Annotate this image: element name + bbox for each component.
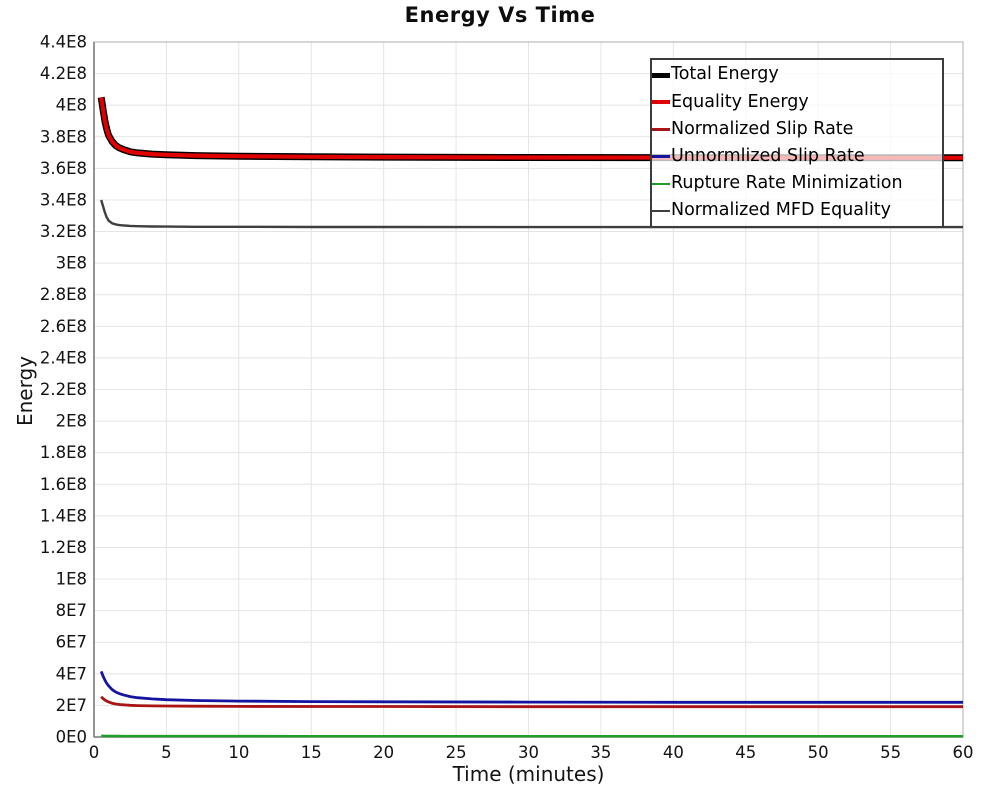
series-normalized-slip-rate <box>100 695 963 709</box>
x-tick-label: 55 <box>880 743 901 762</box>
legend-item: Normalized MFD Equality <box>652 198 942 224</box>
y-tick-label: 4.2E8 <box>40 64 87 83</box>
x-tick-label: 15 <box>301 743 322 762</box>
y-tick-label: 2.6E8 <box>40 317 87 336</box>
y-tick-label: 1E8 <box>56 570 87 589</box>
y-tick-label: 0E0 <box>56 728 87 747</box>
y-tick-labels: 0E0 2E7 4E7 6E7 8E7 1E8 1.2E8 1.4E8 1.6E8 1.8E8 2E… <box>40 33 87 747</box>
x-tick-labels: 0 5 10 15 20 25 30 35 40 45 50 55 60 <box>89 743 974 762</box>
legend-swatch <box>652 209 670 213</box>
y-tick-label: 4E7 <box>56 664 87 683</box>
y-tick-label: 3.8E8 <box>40 127 87 146</box>
y-tick-label: 3.6E8 <box>40 159 87 178</box>
legend-item-label: Total Energy <box>671 64 779 85</box>
series-normalized-mfd-equality <box>100 199 963 229</box>
legend-item: Equality Energy <box>652 89 942 115</box>
legend-item-label: Normalized MFD Equality <box>671 200 891 221</box>
x-tick-label: 30 <box>518 743 539 762</box>
y-tick-label: 3.2E8 <box>40 222 87 241</box>
legend-item-label: Rupture Rate Minimization <box>671 172 903 193</box>
x-tick-label: 10 <box>228 743 249 762</box>
y-tick-label: 1.8E8 <box>40 443 87 462</box>
x-tick-label: 20 <box>373 743 394 762</box>
legend-item: Unnormlized Slip Rate <box>652 144 942 170</box>
y-tick-label: 8E7 <box>56 601 87 620</box>
y-tick-label: 3E8 <box>56 254 87 273</box>
legend-swatch <box>652 128 670 131</box>
legend-item-label: Normalized Slip Rate <box>671 118 854 139</box>
legend-swatch <box>652 100 670 105</box>
legend-item: Normalized Slip Rate <box>652 116 942 142</box>
legend-item-label: Equality Energy <box>671 91 809 112</box>
legend-swatch <box>652 72 670 78</box>
x-tick-label: 35 <box>590 743 611 762</box>
y-tick-label: 6E7 <box>56 633 87 652</box>
legend-item-label: Unnormlized Slip Rate <box>671 145 865 166</box>
x-tick-label: 40 <box>663 743 684 762</box>
legend: Total Energy Equality Energy Normalized Sl… <box>650 58 944 228</box>
y-axis-label: Energy <box>13 355 37 427</box>
y-tick-label: 4.4E8 <box>40 33 87 52</box>
y-tick-label: 2E7 <box>56 696 87 715</box>
legend-item: Total Energy <box>652 62 942 88</box>
x-tick-label: 0 <box>89 743 100 762</box>
x-tick-label: 50 <box>808 743 829 762</box>
legend-item: Rupture Rate Minimization <box>652 171 942 197</box>
series-unnormlized-slip-rate <box>99 670 963 704</box>
x-tick-label: 5 <box>161 743 172 762</box>
y-tick-label: 1.2E8 <box>40 538 87 557</box>
y-tick-label: 2.8E8 <box>40 285 87 304</box>
x-axis-label: Time (minutes) <box>452 762 605 786</box>
series-rupture-rate-minimization <box>101 734 963 738</box>
legend-swatch <box>652 182 670 185</box>
x-tick-label: 60 <box>953 743 974 762</box>
legend-swatch <box>652 155 670 158</box>
x-tick-label: 25 <box>446 743 467 762</box>
chart-title: Energy Vs Time <box>404 3 596 27</box>
series-equality-energy <box>99 96 963 160</box>
y-tick-label: 2.2E8 <box>40 380 87 399</box>
x-tick-label: 45 <box>735 743 756 762</box>
y-tick-label: 2E8 <box>56 412 87 431</box>
y-tick-label: 1.6E8 <box>40 475 87 494</box>
y-tick-label: 1.4E8 <box>40 506 87 525</box>
y-tick-label: 4E8 <box>56 96 87 115</box>
y-tick-label: 3.4E8 <box>40 190 87 209</box>
y-tick-label: 2.4E8 <box>40 348 87 367</box>
